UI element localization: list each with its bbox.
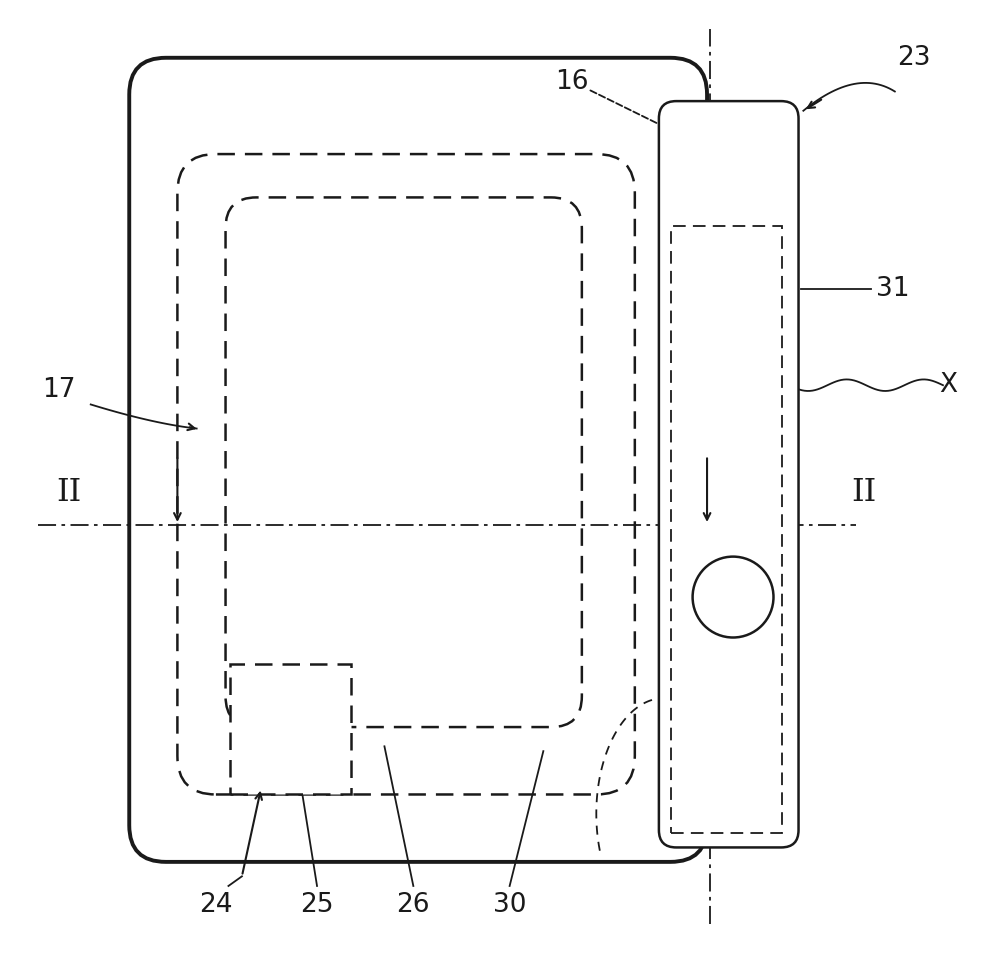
Text: 16: 16: [555, 69, 589, 94]
Bar: [671, 226, 782, 833]
Text: 25: 25: [300, 893, 334, 918]
FancyBboxPatch shape: [129, 58, 707, 862]
Text: 31: 31: [876, 276, 909, 301]
Text: 24: 24: [199, 893, 233, 918]
Bar: [230, 664, 351, 794]
Text: 23: 23: [897, 45, 931, 70]
Circle shape: [693, 557, 773, 638]
Text: 26: 26: [397, 893, 430, 918]
Text: II: II: [56, 477, 81, 508]
Text: II: II: [851, 477, 877, 508]
Text: X: X: [939, 373, 957, 398]
FancyBboxPatch shape: [659, 101, 799, 847]
Text: 30: 30: [493, 893, 526, 918]
Text: 17: 17: [42, 377, 76, 403]
